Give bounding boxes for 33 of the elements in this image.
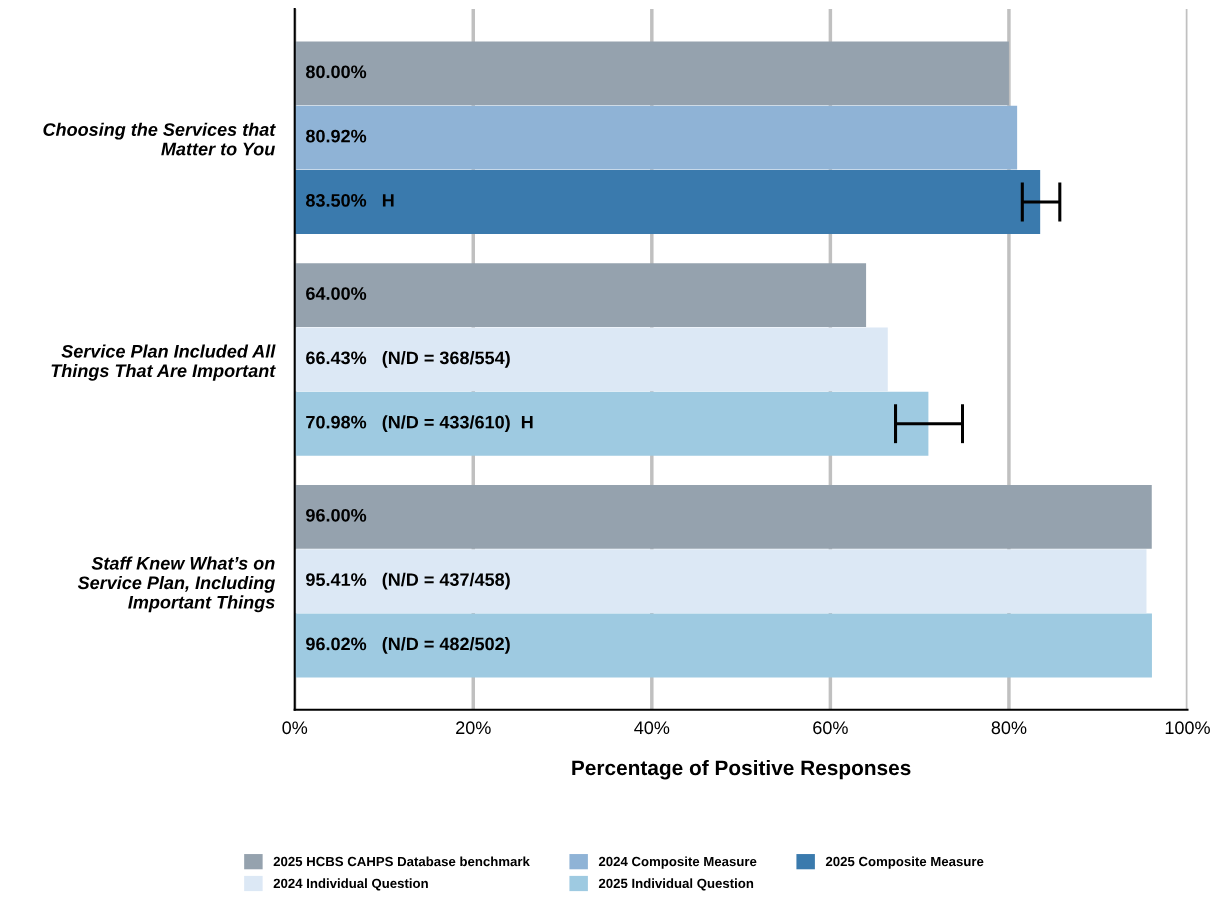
data-label: 96.02% (N/D = 482/502) [306,637,510,654]
bar [294,327,888,392]
bar [294,105,1018,170]
bar [294,613,1152,678]
bar [294,263,867,328]
legend-label: 2025 HCBS CAHPS Database benchmark [273,856,530,867]
legend-label: 2024 Composite Measure [598,856,757,869]
x-tick-label: 100% [1165,721,1210,735]
y-tick-label: Service Plan Included All Things That Are Important [51,344,276,381]
legend-label: 2024 Individual Question [273,878,428,891]
data-label: 64.00% [306,287,367,300]
bar [294,41,1009,106]
bar [294,549,1147,614]
y-tick-label: Choosing the Services that Matter to You [43,122,276,156]
legend-label: 2025 Individual Question [598,878,754,891]
bar [294,391,929,456]
data-label: 66.43% (N/D = 368/554) [306,350,510,368]
x-tick-label: 40% [634,721,670,735]
data-label: 95.41% (N/D = 437/458) [306,572,510,590]
x-axis-title: Percentage of Positive Responses [572,759,911,780]
bar [294,170,1041,234]
legend-label: 2025 Composite Measure [825,856,984,869]
x-tick-label: 80% [991,721,1027,735]
x-tick-label: 20% [456,721,491,735]
data-label: 96.00% [306,508,367,522]
data-label: 70.98% (N/D = 433/610) H [306,415,533,433]
data-label: 83.50% H [306,194,394,207]
y-tick-label: Staff Knew What’s on Service Plan, Including Important Things [77,556,275,613]
data-label: 80.92% [306,129,367,143]
x-tick-label: 60% [813,721,848,735]
bar [294,484,1152,549]
data-label: 80.00% [306,65,367,79]
x-tick-label: 0% [282,721,308,735]
